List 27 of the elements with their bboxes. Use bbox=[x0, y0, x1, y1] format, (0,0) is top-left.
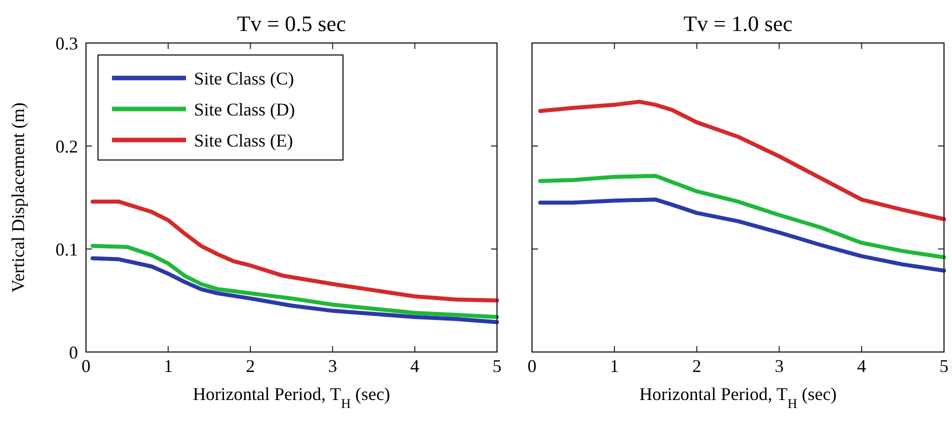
x-tick-label: 2 bbox=[692, 356, 702, 376]
line-series bbox=[90, 200, 499, 302]
y-tick-label: 0.2 bbox=[56, 136, 78, 156]
x-tick-label: 5 bbox=[940, 356, 948, 376]
y-tick-label: 0.3 bbox=[56, 33, 78, 54]
x-axis-title: Horizontal Period, T$_{H}$ (sec) bbox=[639, 384, 837, 410]
x-tick-label: 1 bbox=[610, 356, 619, 376]
x-tick-label: 4 bbox=[857, 356, 866, 376]
x-tick-label: 4 bbox=[410, 356, 420, 376]
line-series bbox=[90, 256, 499, 324]
x-tick-label: 1 bbox=[164, 356, 173, 376]
chart-title: Tv = 0.5 sec bbox=[237, 11, 346, 36]
line-series bbox=[90, 244, 499, 319]
chart-title: Tv = 1.0 sec bbox=[684, 11, 793, 36]
x-tick-label: 5 bbox=[492, 356, 502, 376]
y-tick-label: 0.1 bbox=[56, 239, 78, 260]
y-axis-title: Vertical Displacement (m) bbox=[8, 102, 28, 292]
x-axis-title: Horizontal Period, T$_{H}$ (sec) bbox=[192, 384, 390, 410]
x-tick-label: 2 bbox=[246, 356, 255, 376]
x-tick-label: 0 bbox=[82, 356, 90, 376]
legend-label: Site Class (E) bbox=[194, 130, 293, 150]
x-tick-label: 0 bbox=[528, 356, 536, 376]
y-tick-label: 0 bbox=[69, 342, 78, 362]
x-tick-label: 3 bbox=[774, 356, 784, 376]
legend-label: Site Class (D) bbox=[194, 99, 295, 120]
legend-label: Site Class (C) bbox=[194, 68, 294, 88]
x-tick-label: 3 bbox=[328, 356, 338, 376]
